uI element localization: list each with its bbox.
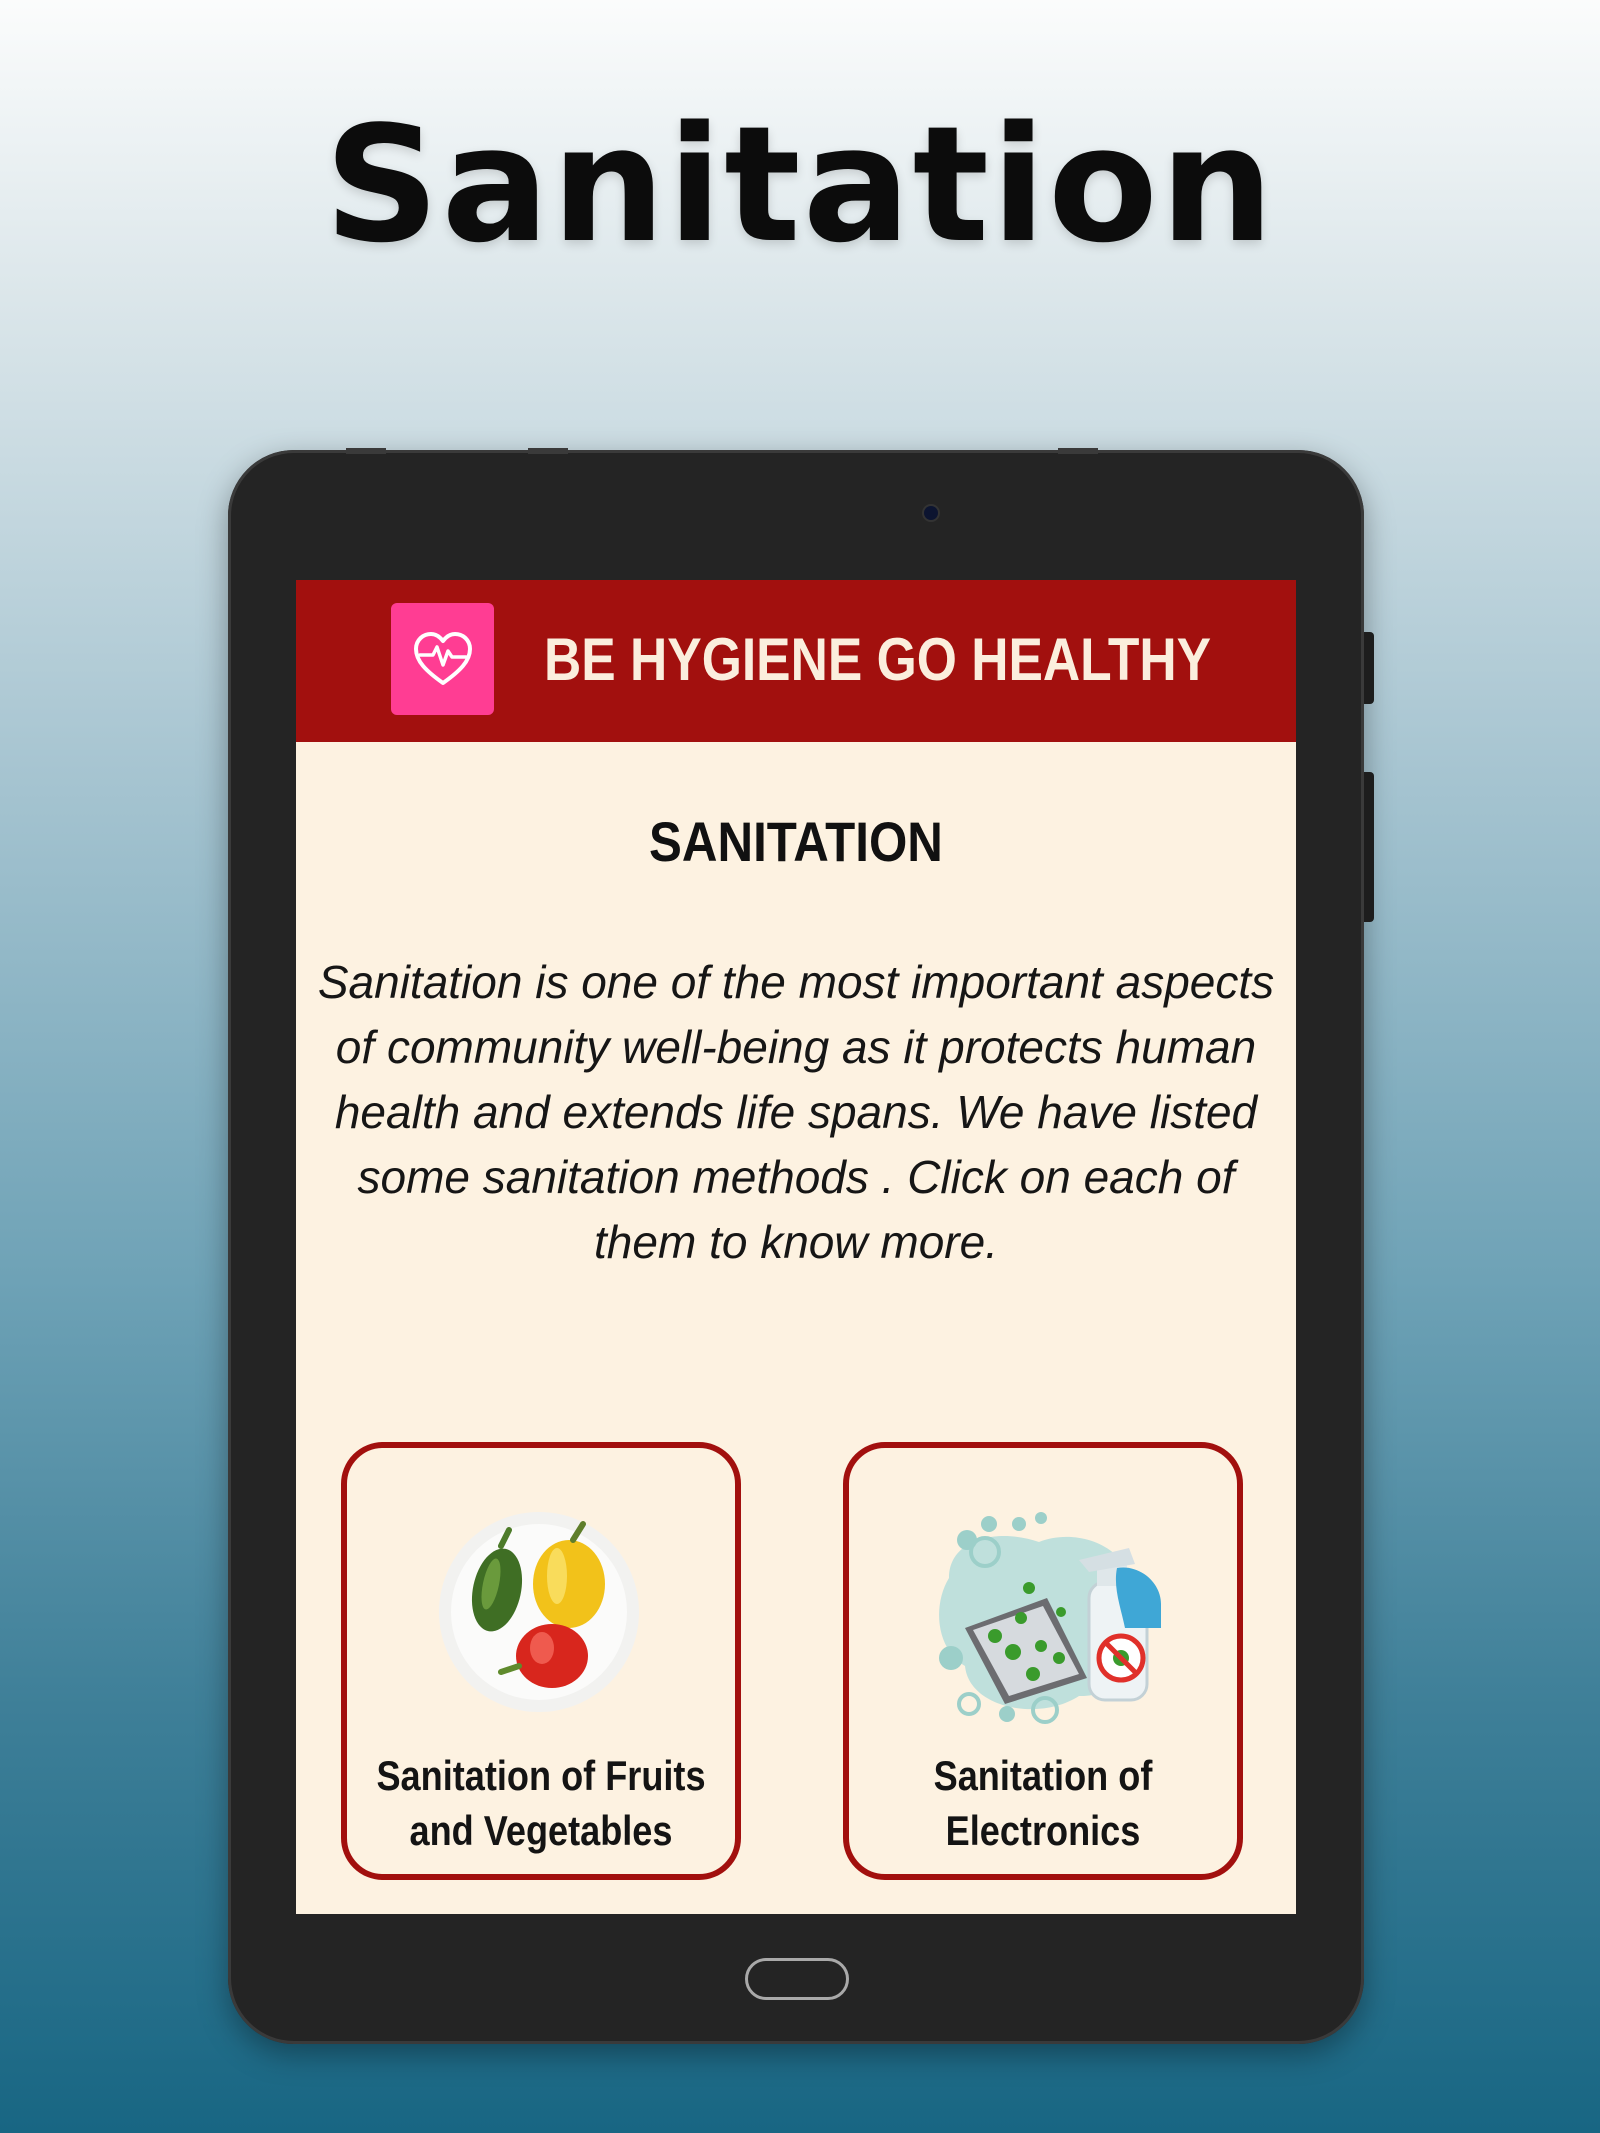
frame-bump: [1058, 448, 1098, 454]
tablet-frame: BE HYGIENE GO HEALTHY SANITATION Sanitat…: [228, 448, 1374, 2044]
app-screen: BE HYGIENE GO HEALTHY SANITATION Sanitat…: [296, 580, 1296, 1914]
app-title: BE HYGIENE GO HEALTHY: [544, 626, 1212, 693]
volume-button: [1364, 772, 1374, 922]
intro-line: some sanitation methods . Click on each …: [357, 1151, 1235, 1203]
page-title: SANITATION: [649, 810, 943, 873]
frame-bump: [346, 448, 386, 454]
home-button[interactable]: [745, 1958, 849, 2000]
power-button: [1364, 632, 1374, 704]
intro-line: Sanitation is one of the most important …: [317, 956, 1275, 1008]
electronics-card[interactable]: Sanitation of Electronics: [843, 1442, 1243, 1880]
intro-line: them to know more.: [594, 1216, 998, 1268]
app-bar: BE HYGIENE GO HEALTHY: [296, 580, 1296, 742]
intro-line: of community well-being as it protects h…: [335, 1021, 1257, 1073]
heart-pulse-icon: [413, 632, 472, 685]
frame-bump: [528, 448, 568, 454]
promo-title: Sanitation: [324, 91, 1276, 278]
front-camera: [924, 506, 938, 520]
disinfecting-phone-image: [939, 1512, 1161, 1724]
fruits-vegetables-label: Sanitation of Fruits and Vegetables: [376, 1752, 706, 1854]
electronics-label: Sanitation of Electronics: [933, 1752, 1153, 1854]
fruits-vegetables-card[interactable]: Sanitation of Fruits and Vegetables: [341, 1442, 741, 1880]
app-logo: [391, 603, 494, 715]
intro-line: health and extends life spans. We have l…: [334, 1086, 1258, 1138]
bell-peppers-image: [439, 1512, 639, 1712]
intro-paragraph: Sanitation is one of the most important …: [316, 950, 1276, 1275]
